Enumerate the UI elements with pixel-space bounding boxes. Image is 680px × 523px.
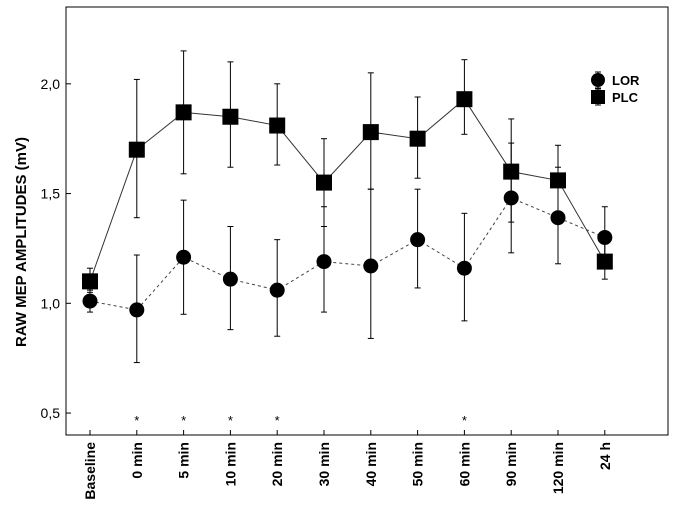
data-point: [316, 174, 332, 191]
data-point: [597, 229, 613, 245]
significance-mark: *: [228, 413, 233, 428]
y-tick-label: 2,0: [41, 76, 61, 92]
data-point: [363, 258, 379, 274]
significance-mark: *: [134, 413, 139, 428]
legend-label: LOR: [612, 73, 640, 88]
data-point: [550, 210, 566, 226]
y-axis-title: RAW MEP AMPLITUDES (mV): [13, 137, 30, 347]
legend-marker: [591, 90, 605, 104]
data-point: [222, 108, 239, 125]
significance-mark: *: [181, 413, 186, 428]
plot-frame: [65, 6, 669, 436]
data-point: [550, 172, 566, 189]
data-point: [410, 232, 426, 248]
data-point: [362, 124, 379, 141]
data-point: [596, 253, 613, 270]
x-tick-label: 0 min: [129, 442, 145, 479]
data-point: [82, 293, 98, 309]
data-point: [456, 91, 473, 108]
significance-marks: * * * * *: [134, 413, 467, 428]
x-tick-label: 5 min: [176, 442, 192, 479]
data-point: [128, 141, 145, 158]
x-tick-label: 120 min: [550, 442, 566, 494]
x-tick-label: 30 min: [316, 442, 332, 486]
y-tick-label: 0,5: [41, 405, 61, 421]
data-point: [129, 302, 145, 318]
x-tick-label: 50 min: [410, 442, 426, 486]
significance-mark: *: [462, 413, 467, 428]
series-layer: [82, 50, 613, 364]
data-point: [175, 104, 192, 121]
legend-marker: [591, 73, 605, 87]
x-tick-label: Baseline: [82, 442, 98, 500]
x-tick-label: 60 min: [456, 442, 472, 486]
legend-item-lor: LOR: [591, 71, 640, 89]
data-point: [222, 271, 238, 287]
data-point: [176, 249, 192, 265]
data-point: [409, 130, 426, 147]
data-point: [269, 117, 286, 134]
series-line: [89, 197, 605, 311]
legend: LOR PLC: [591, 71, 640, 106]
data-point: [503, 163, 520, 180]
significance-mark: *: [275, 413, 280, 428]
data-point: [456, 260, 472, 276]
data-point: [82, 273, 98, 290]
legend-item-plc: PLC: [591, 88, 639, 106]
y-tick-label: 1,0: [41, 295, 61, 311]
x-tick-label: 20 min: [269, 442, 285, 486]
series-line: [89, 98, 606, 282]
y-tick-label: 1,5: [41, 186, 61, 202]
x-tick-label: 40 min: [363, 442, 379, 486]
x-tick-label: 90 min: [503, 442, 519, 486]
axes: 0,5 1,0 1,5 2,0 Baseline 0 min 5 min 10 min 20 m…: [41, 6, 669, 500]
legend-label: PLC: [612, 90, 639, 105]
data-point: [269, 282, 285, 298]
data-point: [316, 254, 332, 270]
x-tick-label: 24 h: [597, 442, 613, 470]
series-plc: [82, 50, 613, 293]
x-tick-label: 10 min: [222, 442, 238, 486]
